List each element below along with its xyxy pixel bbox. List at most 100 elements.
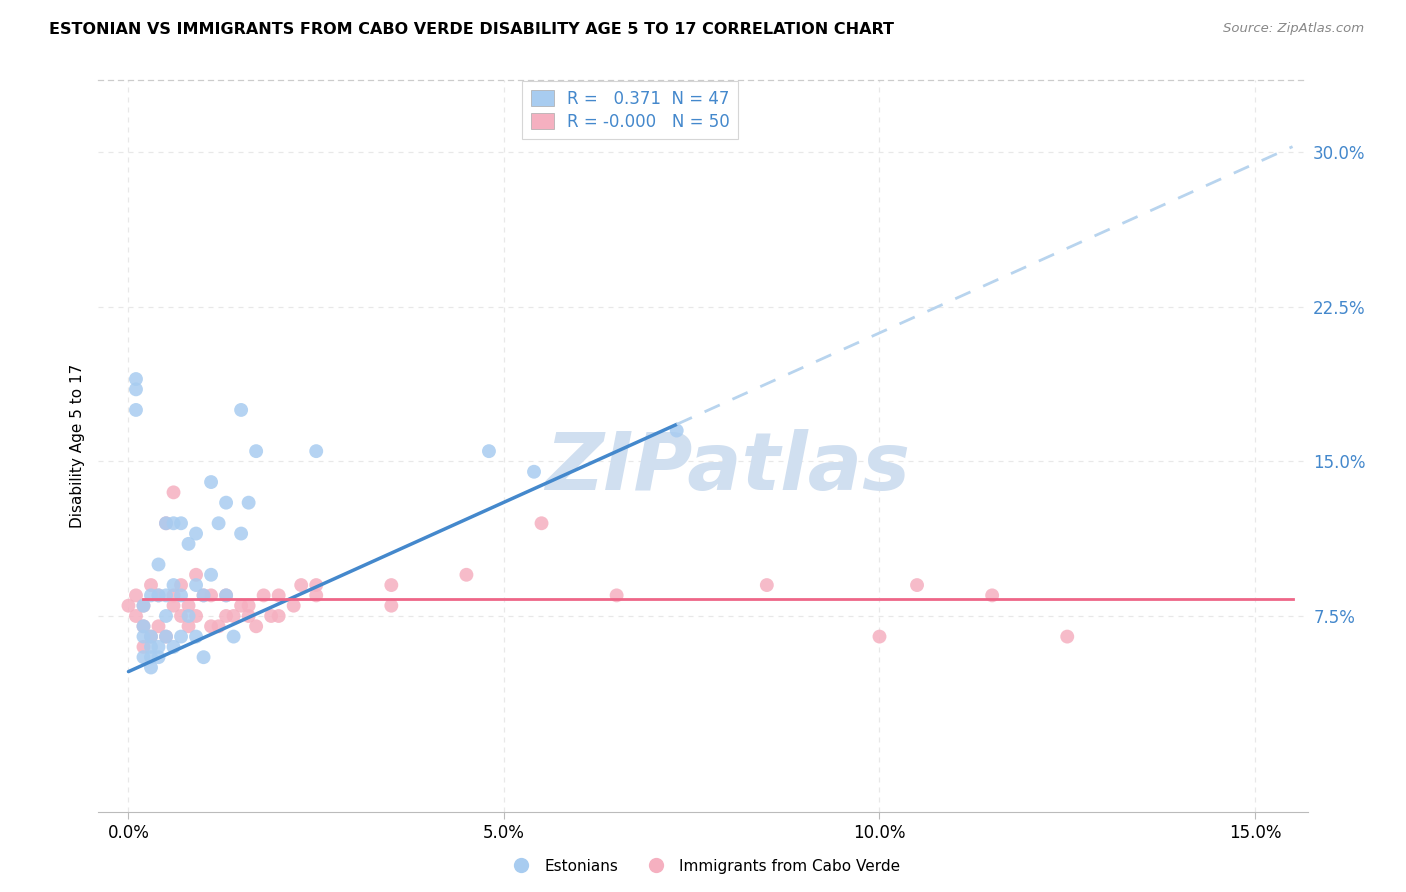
Point bbox=[155, 609, 177, 624]
Point bbox=[148, 650, 170, 665]
Point bbox=[380, 599, 402, 613]
Text: ESTONIAN VS IMMIGRANTS FROM CABO VERDE DISABILITY AGE 5 TO 17 CORRELATION CHART: ESTONIAN VS IMMIGRANTS FROM CABO VERDE D… bbox=[49, 22, 894, 37]
Point bbox=[162, 588, 184, 602]
Point bbox=[139, 630, 162, 644]
Point bbox=[200, 619, 222, 633]
Text: ZIPatlas: ZIPatlas bbox=[544, 429, 910, 507]
Point bbox=[229, 526, 252, 541]
Point bbox=[200, 588, 222, 602]
Point bbox=[148, 558, 170, 572]
Point bbox=[869, 630, 891, 644]
Point bbox=[238, 599, 260, 613]
Point bbox=[245, 619, 267, 633]
Point bbox=[380, 578, 402, 592]
Point bbox=[139, 578, 162, 592]
Point bbox=[177, 537, 200, 551]
Point bbox=[215, 588, 238, 602]
Point bbox=[755, 578, 778, 592]
Point bbox=[245, 444, 267, 458]
Point bbox=[1056, 630, 1078, 644]
Point bbox=[177, 599, 200, 613]
Point bbox=[184, 567, 207, 582]
Point bbox=[117, 599, 139, 613]
Point bbox=[132, 630, 155, 644]
Point bbox=[139, 650, 162, 665]
Y-axis label: Disability Age 5 to 17: Disability Age 5 to 17 bbox=[70, 364, 86, 528]
Point bbox=[170, 588, 193, 602]
Point bbox=[207, 619, 229, 633]
Point bbox=[456, 567, 478, 582]
Point bbox=[170, 516, 193, 531]
Point bbox=[125, 382, 148, 396]
Legend: R =   0.371  N = 47, R = -0.000   N = 50: R = 0.371 N = 47, R = -0.000 N = 50 bbox=[523, 81, 738, 139]
Point bbox=[193, 588, 215, 602]
Point bbox=[132, 650, 155, 665]
Point bbox=[215, 609, 238, 624]
Point bbox=[155, 516, 177, 531]
Point bbox=[665, 424, 688, 438]
Point bbox=[162, 516, 184, 531]
Point bbox=[207, 516, 229, 531]
Point bbox=[981, 588, 1004, 602]
Point bbox=[229, 403, 252, 417]
Point bbox=[155, 630, 177, 644]
Point bbox=[170, 609, 193, 624]
Point bbox=[305, 588, 328, 602]
Point bbox=[193, 588, 215, 602]
Point bbox=[305, 444, 328, 458]
Point bbox=[125, 403, 148, 417]
Point bbox=[132, 599, 155, 613]
Point bbox=[132, 619, 155, 633]
Point bbox=[125, 609, 148, 624]
Point bbox=[184, 526, 207, 541]
Point bbox=[148, 588, 170, 602]
Point bbox=[139, 640, 162, 654]
Point bbox=[148, 588, 170, 602]
Point bbox=[267, 588, 290, 602]
Point bbox=[177, 609, 200, 624]
Point bbox=[193, 650, 215, 665]
Point bbox=[132, 619, 155, 633]
Point bbox=[222, 609, 245, 624]
Point bbox=[200, 567, 222, 582]
Point bbox=[184, 578, 207, 592]
Point bbox=[162, 640, 184, 654]
Point bbox=[905, 578, 928, 592]
Point bbox=[148, 619, 170, 633]
Point bbox=[162, 599, 184, 613]
Point bbox=[184, 630, 207, 644]
Point bbox=[139, 588, 162, 602]
Point bbox=[200, 475, 222, 489]
Point bbox=[177, 619, 200, 633]
Point bbox=[155, 630, 177, 644]
Point bbox=[253, 588, 276, 602]
Point bbox=[184, 609, 207, 624]
Point bbox=[148, 640, 170, 654]
Point bbox=[125, 588, 148, 602]
Point bbox=[290, 578, 312, 592]
Point bbox=[155, 516, 177, 531]
Point bbox=[132, 599, 155, 613]
Point bbox=[162, 485, 184, 500]
Point bbox=[305, 578, 328, 592]
Point bbox=[162, 578, 184, 592]
Text: Source: ZipAtlas.com: Source: ZipAtlas.com bbox=[1223, 22, 1364, 36]
Point bbox=[523, 465, 546, 479]
Point bbox=[229, 599, 252, 613]
Point bbox=[260, 609, 283, 624]
Point bbox=[478, 444, 501, 458]
Point bbox=[222, 630, 245, 644]
Point bbox=[139, 660, 162, 674]
Point bbox=[170, 630, 193, 644]
Point bbox=[606, 588, 628, 602]
Point bbox=[132, 640, 155, 654]
Point bbox=[155, 588, 177, 602]
Point bbox=[238, 496, 260, 510]
Point bbox=[267, 609, 290, 624]
Point bbox=[283, 599, 305, 613]
Point bbox=[215, 496, 238, 510]
Point bbox=[125, 372, 148, 386]
Legend: Estonians, Immigrants from Cabo Verde: Estonians, Immigrants from Cabo Verde bbox=[499, 853, 907, 880]
Point bbox=[238, 609, 260, 624]
Point bbox=[170, 578, 193, 592]
